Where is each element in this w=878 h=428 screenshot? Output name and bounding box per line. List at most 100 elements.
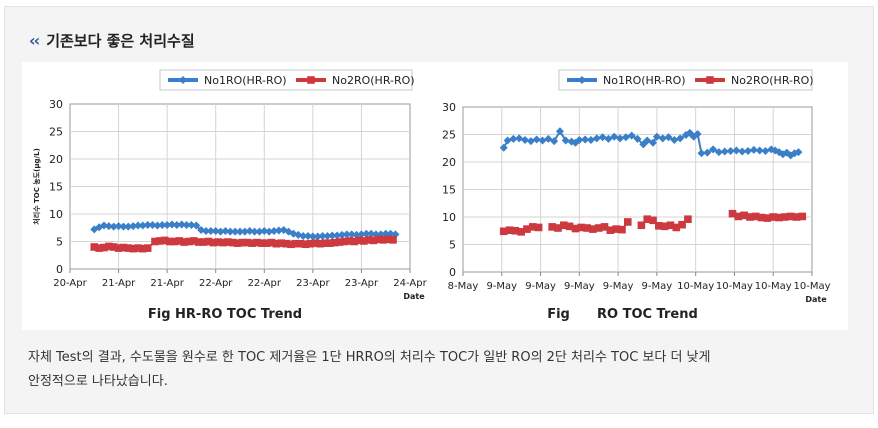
data-point: [515, 134, 524, 143]
x-tick-label: 21-Apr: [150, 278, 184, 289]
data-point: [505, 226, 514, 234]
data-point: [534, 223, 543, 232]
data-point: [134, 244, 142, 252]
data-point: [746, 213, 754, 221]
data-point: [664, 133, 673, 142]
data-point: [328, 231, 337, 240]
data-point: [158, 221, 167, 229]
data-point: [521, 136, 530, 144]
data-point: [219, 238, 227, 247]
data-point: [357, 230, 366, 239]
data-point: [299, 232, 308, 240]
data-point: [685, 128, 694, 137]
legend-label: No1RO(HR-RO): [603, 74, 686, 87]
legend-swatch-marker: [307, 76, 315, 84]
y-tick-label: 30: [49, 98, 63, 111]
x-tick-label: 20-Apr: [53, 278, 87, 289]
data-point: [274, 226, 283, 235]
data-point: [95, 244, 103, 252]
data-point: [678, 220, 686, 229]
data-point: [637, 221, 646, 230]
data-point: [744, 147, 753, 155]
data-point: [583, 224, 591, 232]
data-point: [214, 238, 222, 246]
y-tick-label: 25: [49, 126, 63, 139]
charts-canvas: 0 5 10 15 20 25 30 20-Apr 21-Apr 21-Apr 22-Apr 22-A…: [32, 69, 831, 322]
data-point: [592, 134, 601, 143]
data-point: [347, 230, 356, 239]
data-point: [345, 237, 354, 245]
data-point: [379, 236, 388, 244]
data-point: [153, 221, 162, 230]
data-point: [180, 238, 188, 246]
data-point: [612, 225, 620, 233]
data-point: [374, 235, 383, 244]
data-point: [703, 148, 712, 157]
data-point: [318, 232, 327, 240]
data-point: [148, 221, 157, 229]
data-point: [781, 213, 789, 221]
data-point: [243, 238, 252, 247]
data-point: [134, 221, 142, 230]
data-point: [245, 227, 254, 236]
data-point: [240, 227, 249, 236]
data-point: [672, 223, 681, 232]
data-point: [338, 230, 346, 239]
data-point: [233, 239, 242, 247]
x-tick-label: 10-May: [677, 281, 714, 292]
data-point: [100, 221, 108, 230]
data-point: [548, 223, 556, 231]
x-tick-label: 23-Apr: [345, 278, 379, 289]
data-point: [262, 239, 271, 247]
series-2: [90, 235, 397, 253]
data-point: [627, 131, 636, 140]
legend: No1RO(HR-RO) No2RO(HR-RO): [558, 69, 814, 91]
data-point: [316, 239, 324, 248]
data-point: [575, 136, 584, 144]
chart-2: 0 5 10 15 20 25 30 8-May 9-May 9-May 9-May 9-May 9-M…: [442, 69, 831, 322]
y-tick-label: 20: [442, 156, 456, 169]
legend-label: No2RO(HR-RO): [731, 74, 814, 87]
x-tick-label: 9-May: [525, 281, 556, 292]
y-tick-label: 0: [56, 263, 63, 276]
data-point: [658, 134, 667, 143]
data-point: [224, 238, 232, 246]
data-point: [129, 244, 137, 253]
data-point: [350, 237, 358, 246]
y-axis-label: 처리수 TOC 농도(μg/L): [32, 148, 41, 225]
data-point: [565, 222, 574, 231]
data-point: [105, 242, 113, 251]
data-point: [330, 238, 339, 247]
data-point: [633, 134, 642, 143]
data-point: [209, 238, 218, 247]
data-point: [175, 237, 184, 245]
legend-box: [558, 69, 813, 91]
x-tick-label: 22-Apr: [248, 278, 282, 289]
data-point: [586, 136, 595, 144]
data-point: [109, 222, 118, 231]
description: 자체 Test의 결과, 수도물을 원수로 한 TOC 제거율은 1단 HRRO…: [28, 346, 848, 394]
data-point: [250, 227, 259, 236]
x-tick-label: 10-May: [755, 281, 792, 292]
data-point: [550, 137, 559, 146]
data-point: [199, 238, 208, 246]
data-point: [287, 240, 295, 249]
chart-1: 0 5 10 15 20 25 30 20-Apr 21-Apr 21-Apr 22-Apr 22-A…: [32, 69, 428, 322]
data-point: [794, 148, 803, 157]
data-point: [211, 227, 220, 236]
x-tick-label: 10-May: [793, 281, 830, 292]
y-tick-label: 5: [56, 236, 63, 249]
data-point: [182, 221, 191, 229]
data-point: [643, 136, 652, 145]
section-title: 기존보다 좋은 처리수질: [46, 31, 195, 50]
description-line-1: 자체 Test의 결과, 수도물을 원수로 한 TOC 제거율은 1단 HRRO…: [28, 350, 711, 365]
data-point: [734, 212, 743, 221]
x-tick-label: 21-Apr: [102, 278, 136, 289]
x-tick-label: 9-May: [603, 281, 634, 292]
data-point: [517, 228, 525, 236]
y-tick-label: 0: [449, 266, 456, 279]
data-point: [109, 243, 118, 251]
data-point: [306, 239, 315, 248]
data-point: [206, 227, 215, 236]
y-tick-label: 25: [442, 129, 456, 142]
